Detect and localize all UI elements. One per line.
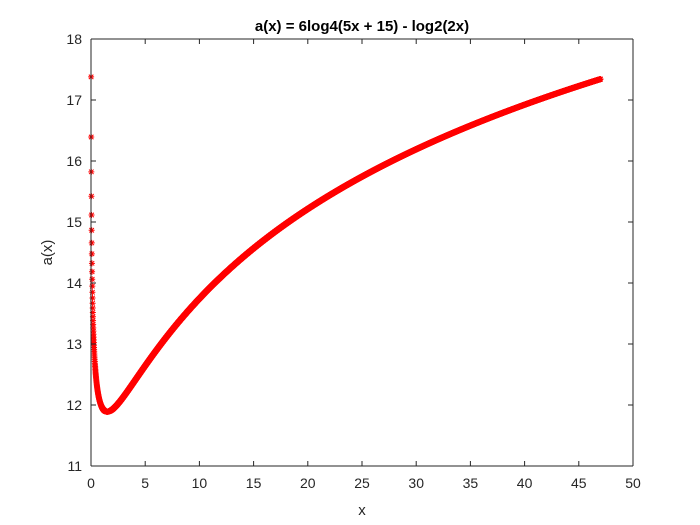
x-tick-label: 20 <box>300 475 316 491</box>
data-point <box>89 300 96 307</box>
data-point <box>88 212 95 219</box>
data-point <box>88 227 95 234</box>
x-tick-label: 45 <box>571 475 587 491</box>
data-point <box>89 289 96 296</box>
plot-background <box>91 39 633 466</box>
y-axis-label: a(x) <box>39 240 56 266</box>
y-tick-label: 12 <box>66 397 82 413</box>
x-tick-label: 30 <box>408 475 424 491</box>
data-point <box>89 309 96 316</box>
x-tick-label: 50 <box>625 475 641 491</box>
data-point <box>88 260 95 267</box>
data-point <box>89 268 96 275</box>
data-point <box>89 313 96 320</box>
x-tick-label: 5 <box>141 475 149 491</box>
x-tick-label: 40 <box>517 475 533 491</box>
data-point <box>597 76 604 83</box>
x-tick-label: 0 <box>87 475 95 491</box>
x-ticks: 0 5 10 15 20 25 30 35 40 45 50 <box>87 39 641 491</box>
data-point <box>89 276 96 283</box>
y-tick-label: 14 <box>66 275 82 291</box>
x-tick-label: 15 <box>246 475 262 491</box>
data-point <box>89 283 96 290</box>
y-tick-label: 17 <box>66 92 82 108</box>
y-tick-label: 13 <box>66 336 82 352</box>
data-point <box>89 294 96 301</box>
chart-title: a(x) = 6log4(5x + 15) - log2(2x) <box>255 18 469 35</box>
x-axis-label: x <box>358 502 366 519</box>
y-ticks: 11 12 13 14 15 16 17 18 <box>66 31 633 474</box>
data-point <box>90 324 97 331</box>
y-tick-label: 18 <box>66 31 82 47</box>
y-tick-label: 16 <box>66 153 82 169</box>
y-tick-label: 11 <box>67 458 82 474</box>
data-point <box>90 328 97 335</box>
data-point <box>90 321 97 328</box>
y-tick-label: 15 <box>66 214 82 230</box>
data-point <box>88 250 95 257</box>
x-tick-label: 25 <box>354 475 370 491</box>
data-series-points <box>88 73 604 415</box>
data-point <box>88 239 95 246</box>
data-point <box>89 305 96 312</box>
x-tick-label: 10 <box>192 475 208 491</box>
data-point <box>90 317 97 324</box>
x-tick-label: 35 <box>463 475 479 491</box>
